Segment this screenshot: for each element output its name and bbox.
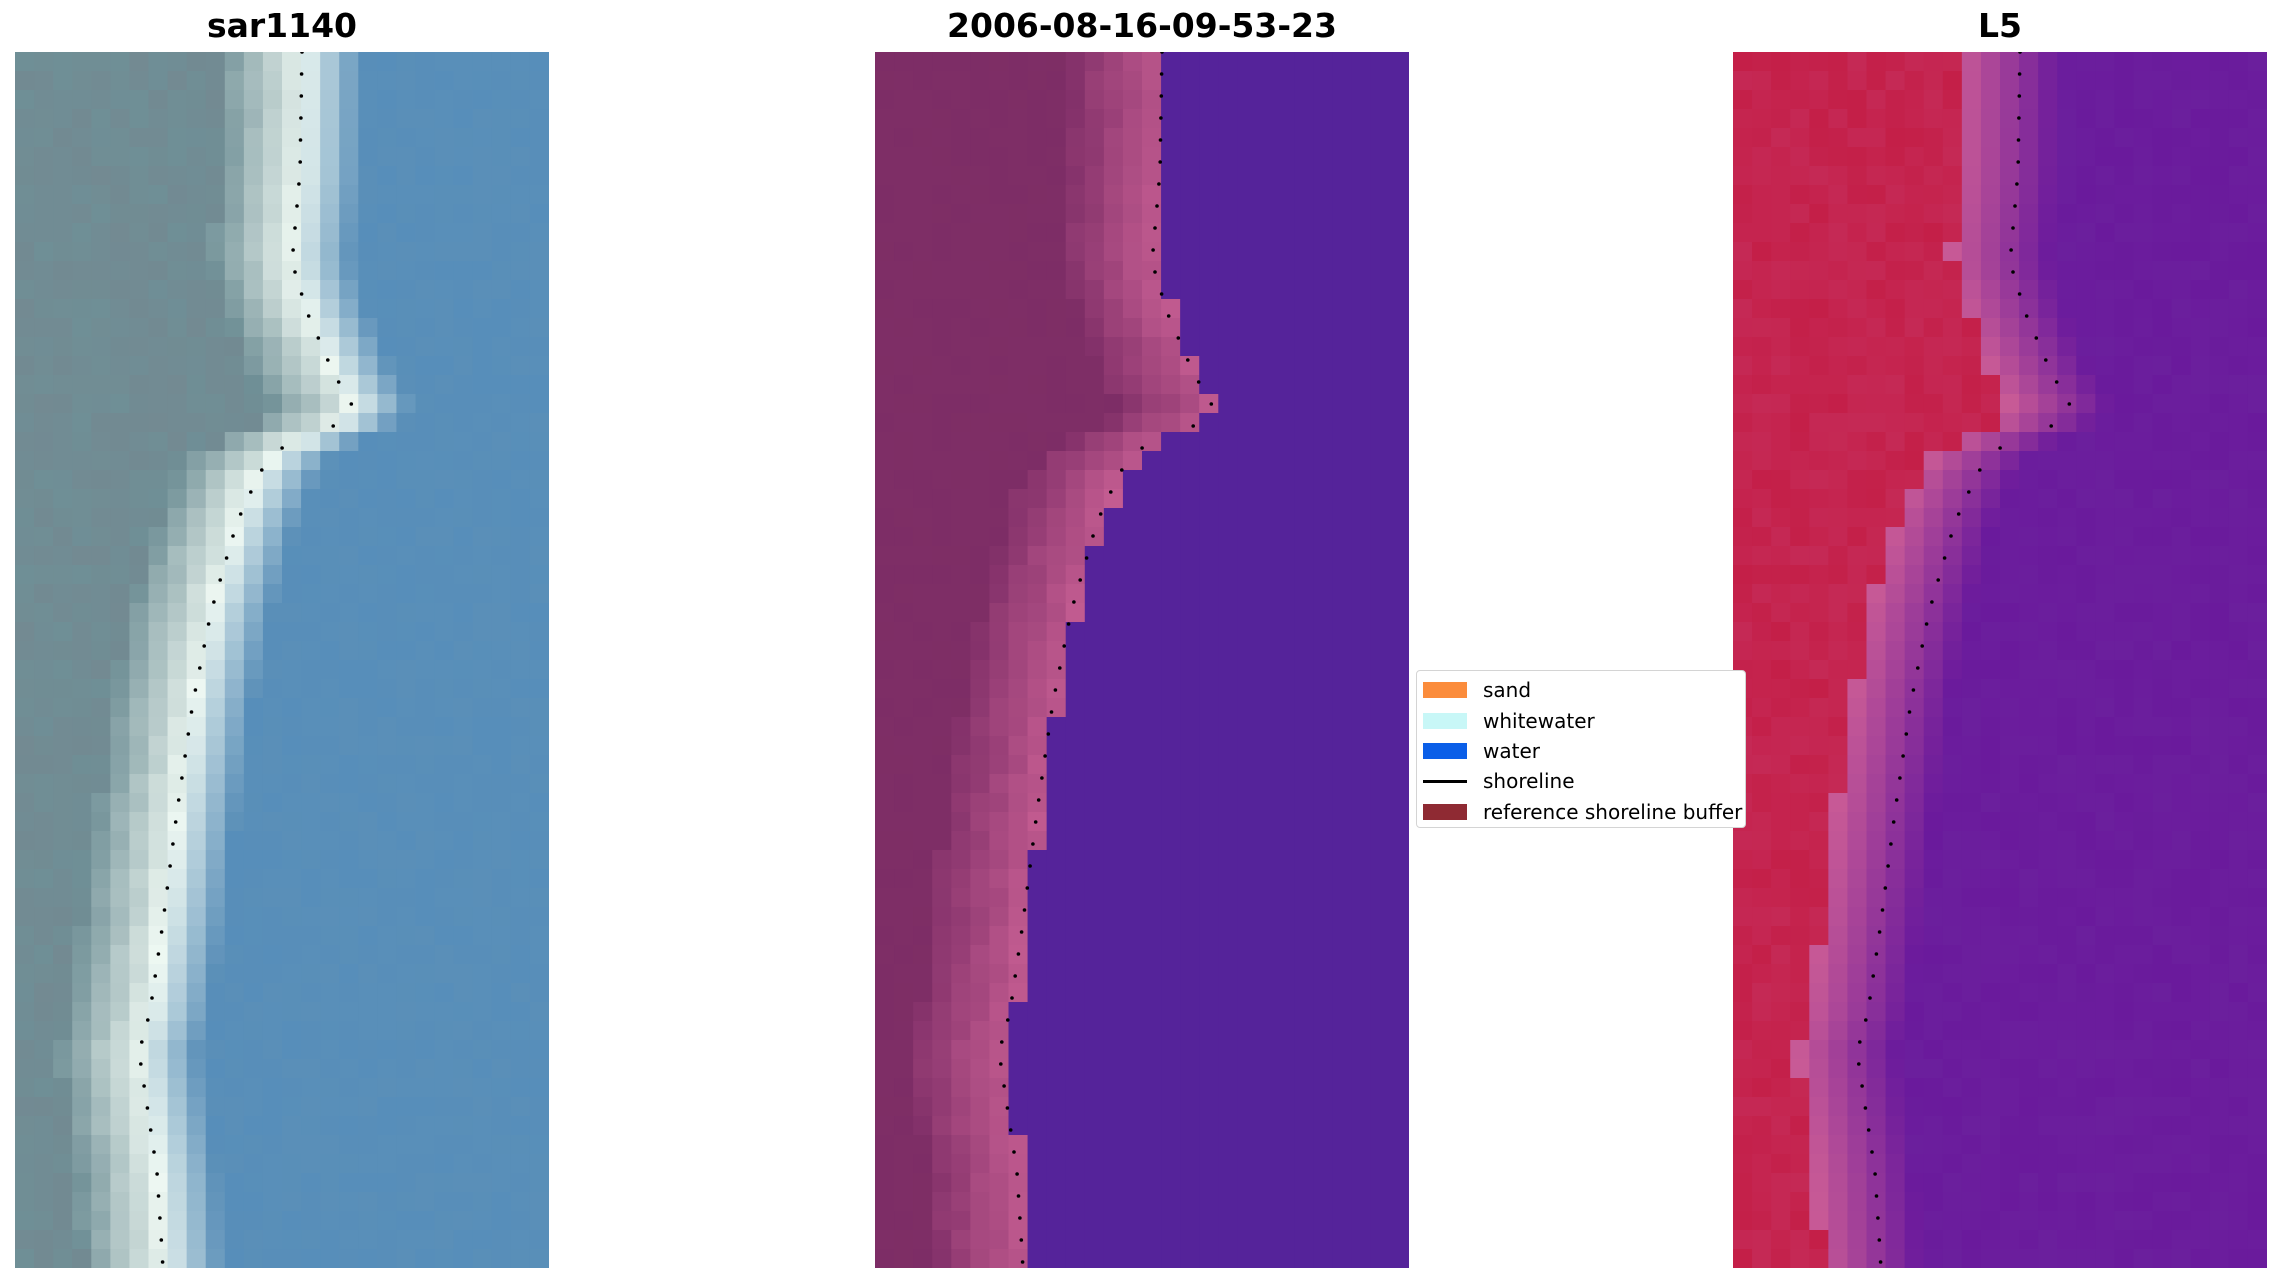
legend-label: shoreline (1483, 769, 1575, 793)
sand-swatch (1423, 682, 1467, 698)
legend-item-shoreline: shoreline (1423, 766, 1575, 796)
legend-label: whitewater (1483, 709, 1595, 733)
shoreline-swatch (1423, 779, 1467, 783)
panel-title-classified: 2006-08-16-09-53-23 (947, 6, 1337, 45)
index-image-panel (1733, 52, 2267, 1268)
image-raster (15, 52, 549, 1268)
shoreline-dots (139, 52, 354, 1264)
rgb-image-panel (15, 52, 549, 1268)
classified-image-panel (875, 52, 1409, 1268)
legend-item-whitewater: whitewater (1423, 706, 1595, 736)
reference-buffer-swatch (1423, 804, 1467, 820)
panel-title-rgb: sar1140 (206, 6, 358, 45)
whitewater-swatch (1423, 713, 1467, 729)
legend-label: reference shoreline buffer (1483, 800, 1743, 824)
legend: sand whitewater water shoreline referenc… (1416, 670, 1746, 828)
legend-label: water (1483, 739, 1540, 763)
image-raster (875, 52, 1409, 1268)
legend-item-reference-buffer: reference shoreline buffer (1423, 797, 1742, 827)
panel-title-index: L5 (1978, 6, 2022, 45)
image-raster (1733, 52, 2267, 1268)
legend-item-water: water (1423, 736, 1540, 766)
water-swatch (1423, 743, 1467, 759)
shoreline-dots (999, 52, 1214, 1264)
legend-label: sand (1483, 678, 1532, 702)
shoreline-dots (1857, 52, 2072, 1264)
legend-item-sand: sand (1423, 675, 1531, 705)
